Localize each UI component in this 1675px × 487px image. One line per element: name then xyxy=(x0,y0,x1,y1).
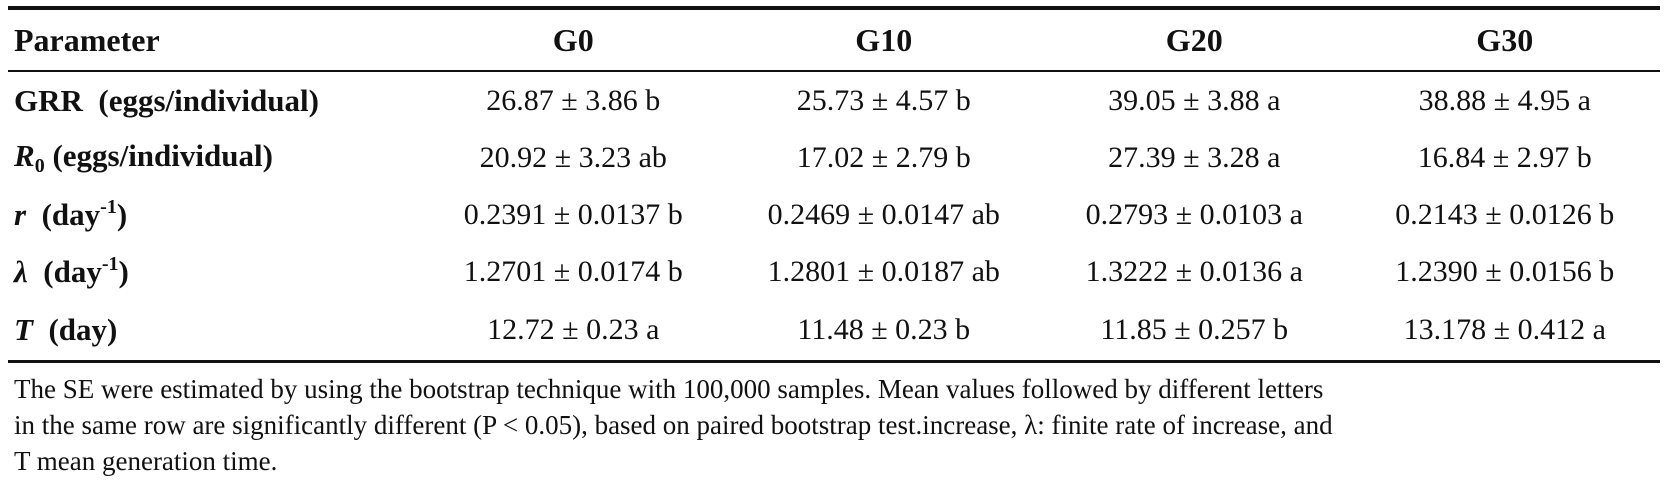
table-row-lambda: λ (day-1) 1.2701 ± 0.0174 b 1.2801 ± 0.0… xyxy=(8,243,1660,300)
footnote-line-1: The SE were estimated by using the boots… xyxy=(14,374,1324,404)
header-g0: G0 xyxy=(418,6,729,72)
header-row: Parameter G0 G10 G20 G30 xyxy=(8,6,1660,72)
cell-t-g0: 12.72 ± 0.23 a xyxy=(418,300,729,363)
cell-lambda-g20: 1.3222 ± 0.0136 a xyxy=(1085,254,1303,288)
param-r-symbol: r xyxy=(14,197,27,232)
cell-r-g20: 0.2793 ± 0.0103 a xyxy=(1085,197,1303,231)
header-g10: G10 xyxy=(728,6,1039,72)
param-lambda-unit: (day xyxy=(43,254,102,289)
param-r0-unit: (eggs/individual) xyxy=(52,137,273,173)
param-r-close: ) xyxy=(116,197,128,232)
header-g30: G30 xyxy=(1349,6,1660,72)
cell-t-g20: 11.85 ± 0.257 b xyxy=(1039,300,1350,363)
cell-r-g10: 0.2469 ± 0.0147 ab xyxy=(767,197,1000,231)
param-t-symbol: T xyxy=(14,312,33,347)
param-r-unit: (day xyxy=(41,197,101,232)
cell-t-g10: 11.48 ± 0.23 b xyxy=(728,300,1039,363)
param-grr-unit: (eggs/individual) xyxy=(98,82,319,118)
cell-lambda-g30: 1.2390 ± 0.0156 b xyxy=(1395,254,1615,288)
cell-r-g30: 0.2143 ± 0.0126 b xyxy=(1395,197,1615,231)
table-row-r: r (day-1) 0.2391 ± 0.0137 b 0.2469 ± 0.0… xyxy=(8,186,1660,243)
header-parameter: Parameter xyxy=(8,6,418,72)
table-row-t: T (day) 12.72 ± 0.23 a 11.48 ± 0.23 b 11… xyxy=(8,300,1660,363)
footnote-line-2: in the same row are significantly differ… xyxy=(14,410,1333,440)
table-row-r0: R0 (eggs/individual) 20.92 ± 3.23 ab 17.… xyxy=(8,129,1660,186)
param-lambda: λ (day-1) xyxy=(8,243,418,300)
param-r0: R0 (eggs/individual) xyxy=(8,129,418,186)
table-row-grr: GRR (eggs/individual) 26.87 ± 3.86 b 25.… xyxy=(8,71,1660,129)
cell-t-g30: 13.178 ± 0.412 a xyxy=(1349,300,1660,363)
cell-grr-g0: 26.87 ± 3.86 b xyxy=(486,83,661,117)
table-footnote: The SE were estimated by using the boots… xyxy=(8,371,1654,479)
param-lambda-symbol: λ xyxy=(14,254,28,289)
cell-r0-g0: 20.92 ± 3.23 ab xyxy=(479,140,667,174)
cell-r0-g30: 16.84 ± 2.97 b xyxy=(1417,140,1592,174)
cell-r0-g20: 27.39 ± 3.28 a xyxy=(1108,140,1281,174)
param-grr-symbol: GRR xyxy=(14,82,83,118)
cell-lambda-g0: 1.2701 ± 0.0174 b xyxy=(463,254,683,288)
param-lambda-superscript: -1 xyxy=(101,253,119,275)
param-r-superscript: -1 xyxy=(100,196,117,218)
cell-lambda-g10: 1.2801 ± 0.0187 ab xyxy=(767,254,1000,288)
param-lambda-close: ) xyxy=(118,254,129,289)
param-r0-subscript: 0 xyxy=(34,154,45,177)
footnote-line-3: T mean generation time. xyxy=(14,446,278,476)
param-grr: GRR (eggs/individual) xyxy=(8,71,418,129)
param-t: T (day) xyxy=(8,300,418,363)
header-g20: G20 xyxy=(1039,6,1350,72)
param-t-unit: (day) xyxy=(48,312,118,347)
life-table-parameters: Parameter G0 G10 G20 G30 GRR (eggs/indiv… xyxy=(8,6,1660,363)
cell-r0-g10: 17.02 ± 2.79 b xyxy=(796,140,971,174)
param-r: r (day-1) xyxy=(8,186,418,243)
table-container: Parameter G0 G10 G20 G30 GRR (eggs/indiv… xyxy=(8,6,1660,479)
param-r0-symbol: R xyxy=(14,137,35,173)
cell-grr-g20: 39.05 ± 3.88 a xyxy=(1108,83,1281,117)
cell-r-g0: 0.2391 ± 0.0137 b xyxy=(463,197,683,231)
cell-grr-g30: 38.88 ± 4.95 a xyxy=(1418,83,1591,117)
cell-grr-g10: 25.73 ± 4.57 b xyxy=(796,83,971,117)
